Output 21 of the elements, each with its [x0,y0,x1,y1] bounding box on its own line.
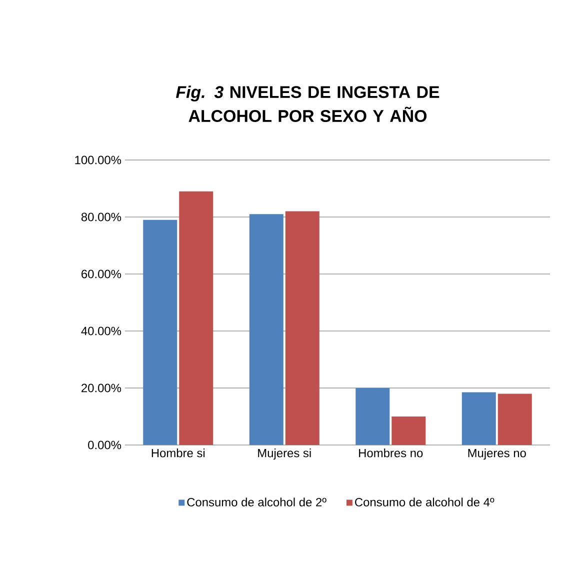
y-tick-label: 60.00% [82,270,122,278]
bar [285,211,320,445]
bar [179,191,214,445]
x-tick-label: Hombres no [359,448,423,458]
bar [143,220,178,445]
x-tick-label: Mujeres si [258,448,311,460]
bar [249,214,284,445]
bar [498,394,532,445]
bar [462,392,496,445]
legend-label: Consumo de alcohol de 2º [187,498,326,506]
y-tick-label: 40.00% [81,326,122,336]
bar [392,416,426,445]
bar [356,388,390,445]
chart-title: Fig. 3 NIVELES DE INGESTA DE ALCOHOL POR SEXO Y AÑO [176,86,440,122]
x-tick-label: Mujeres no [468,448,526,460]
y-tick-label: 20.00% [82,384,122,392]
x-tick-label: Hombre si [152,448,205,458]
legend-label: Consumo de alcohol de 4º [355,498,494,506]
y-tick-label: 0.00% [88,440,122,450]
y-tick-label: 100.00% [75,156,122,164]
y-tick-label: 80.00% [81,212,122,222]
